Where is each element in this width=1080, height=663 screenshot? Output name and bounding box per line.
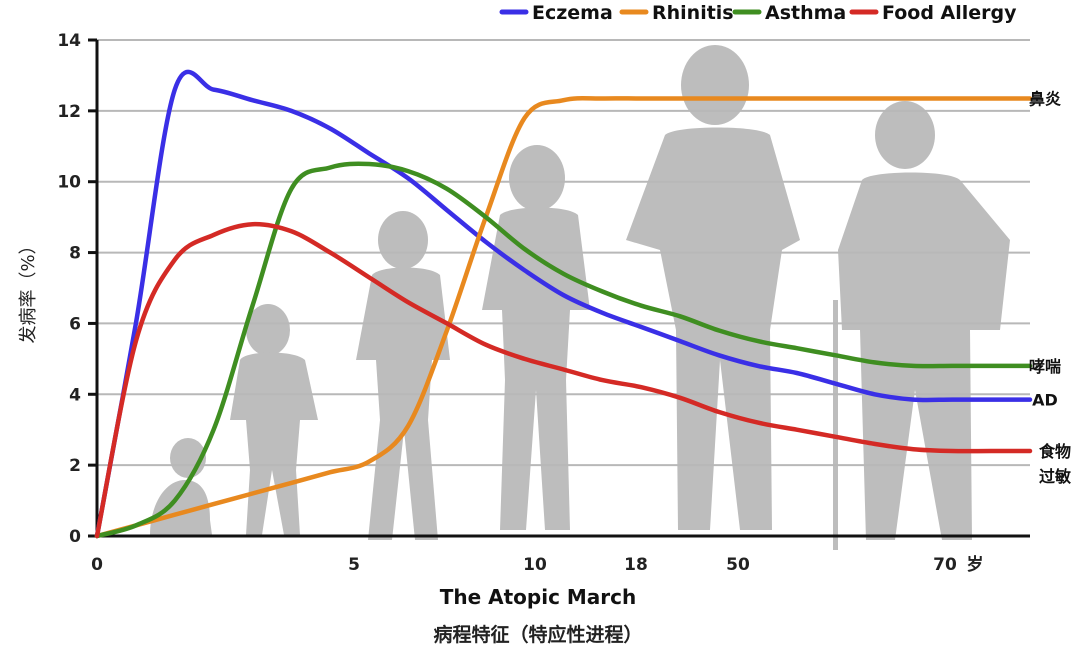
x-tick-label: 10 — [523, 555, 547, 575]
y-tick-label: 12 — [57, 102, 81, 122]
series-lines — [94, 69, 1033, 539]
x-axis-ticks: 0 5 10 18 50 70 岁 — [91, 554, 983, 575]
y-tick-label: 8 — [69, 244, 81, 264]
x-tick-label: 18 — [624, 555, 648, 575]
adult-silhouette — [626, 45, 800, 530]
series-line-eczema — [94, 69, 1033, 539]
y-tick-label: 6 — [69, 314, 81, 334]
series-line-rhinitis — [94, 96, 1033, 539]
elder-silhouette — [833, 101, 1010, 550]
x-axis-unit: 岁 — [967, 554, 984, 575]
age-silhouettes — [150, 45, 1010, 550]
y-tick-label: 4 — [69, 385, 81, 405]
legend-entry: Asthma — [765, 2, 846, 24]
y-axis-ticks: 0 2 4 6 8 10 12 14 — [57, 31, 97, 547]
y-tick-label: 10 — [57, 173, 81, 193]
x-tick-label: 50 — [726, 555, 750, 575]
series-line-food-allergy — [94, 221, 1033, 539]
y-axis-label: 发病率（%） — [18, 236, 39, 343]
legend-entry: Eczema — [532, 2, 613, 24]
legend: Eczema Rhinitis Asthma Food Allergy — [499, 2, 1017, 24]
y-tick-label: 2 — [69, 456, 81, 476]
end-label: AD — [1032, 391, 1058, 410]
x-tick-label: 70 — [933, 555, 957, 575]
y-tick-label: 14 — [57, 31, 81, 51]
end-label: 过敏 — [1039, 467, 1072, 486]
x-tick-label: 5 — [348, 555, 360, 575]
end-label: 鼻炎 — [1029, 89, 1061, 108]
y-tick-label: 0 — [69, 527, 81, 547]
chart-title: 病程特征（特应性进程） — [433, 623, 642, 646]
series-line-asthma — [94, 161, 1033, 539]
legend-entry: Rhinitis — [652, 2, 734, 24]
chart-subtitle: The Atopic March — [440, 585, 637, 609]
child-silhouette — [356, 211, 450, 540]
teen-silhouette — [482, 145, 590, 530]
end-label: 食物 — [1038, 442, 1071, 461]
x-tick-label: 0 — [91, 555, 103, 575]
legend-entry: Food Allergy — [882, 2, 1017, 24]
infant-silhouette — [150, 438, 212, 535]
toddler-silhouette — [230, 304, 318, 535]
end-label: 哮喘 — [1029, 357, 1061, 376]
